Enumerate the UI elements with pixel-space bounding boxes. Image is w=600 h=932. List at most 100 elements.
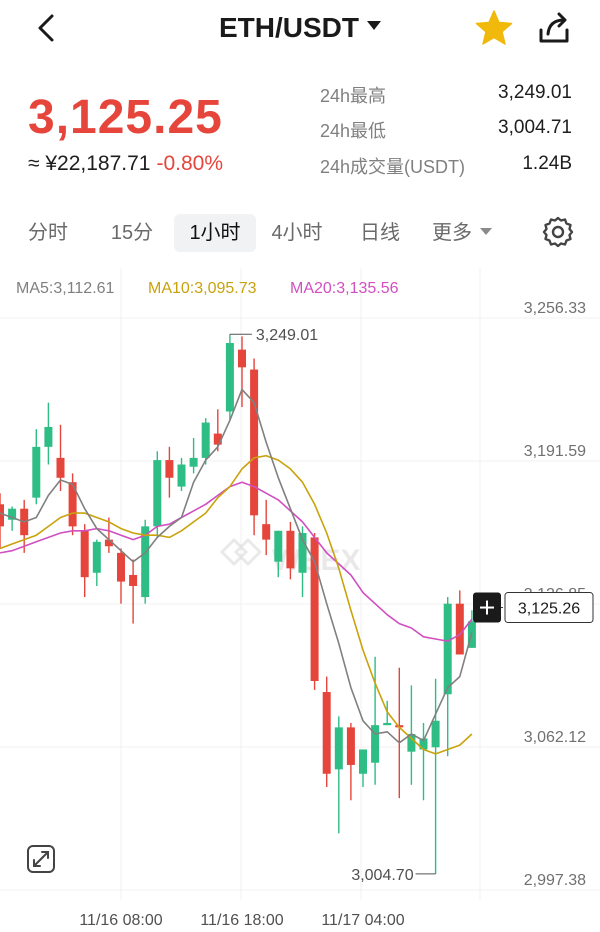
- tab-4h[interactable]: 4小时: [271, 222, 323, 244]
- candle: [431, 678, 440, 874]
- current-price-box: [504, 592, 594, 624]
- candle: [0, 493, 4, 549]
- candle: [80, 524, 89, 598]
- gear-icon[interactable]: [540, 214, 576, 250]
- plus-icon[interactable]: [473, 592, 501, 623]
- candle: [322, 676, 331, 788]
- candlestick-chart[interactable]: MA5:3,112.61 MA10:3,095.73 MA20:3,135.56…: [0, 268, 600, 932]
- price-subrow: ≈ ¥22,187.71 -0.80%: [28, 152, 223, 176]
- candle-body: [359, 749, 367, 774]
- stat-value-high: 3,249.01: [498, 82, 572, 103]
- tab-more[interactable]: 更多: [422, 214, 502, 252]
- candle: [153, 451, 162, 538]
- candle: [8, 506, 17, 531]
- extreme-markers: 3,249.01 3,004.70: [229, 327, 436, 884]
- candle: [443, 597, 452, 757]
- candle-body: [250, 369, 259, 516]
- stat-value-volume: 1.24B: [522, 153, 572, 174]
- tab-daily[interactable]: 日线: [360, 222, 400, 244]
- candle: [262, 499, 271, 556]
- candle: [189, 438, 198, 474]
- candle-body: [92, 541, 101, 573]
- candle-body: [201, 422, 210, 458]
- share-icon[interactable]: [534, 8, 574, 48]
- x-axis: 11/16 08:00 11/16 18:00 11/17 04:00: [79, 912, 404, 929]
- low-marker-label: 3,004.70: [351, 867, 413, 884]
- price-change: -0.80%: [156, 152, 224, 175]
- x-tick-label: 11/17 04:00: [321, 912, 404, 929]
- candle: [286, 521, 295, 580]
- caret-down-icon: [480, 228, 492, 236]
- current-price-label: 3,125.26: [518, 601, 580, 618]
- candle: [92, 539, 101, 587]
- candle-body: [431, 720, 440, 748]
- candle-body: [371, 725, 380, 763]
- candle: [407, 685, 416, 785]
- y-tick-label: 2,997.38: [524, 872, 586, 889]
- pair-selector[interactable]: ETH/USDT: [0, 12, 600, 44]
- back-chevron-icon[interactable]: [30, 10, 66, 46]
- candle-body: [44, 426, 53, 447]
- ma5-legend: MA5:3,112.61: [16, 280, 115, 297]
- candle-body: [153, 460, 162, 527]
- candle-body: [286, 530, 295, 569]
- pair-title: ETH/USDT: [219, 12, 359, 43]
- candle: [32, 429, 41, 505]
- candle: [165, 446, 174, 498]
- stat-label-high: 24h最高: [320, 86, 387, 106]
- x-tick-label: 11/16 08:00: [79, 912, 162, 929]
- candle-body: [310, 537, 319, 681]
- candle: [177, 457, 186, 492]
- candle: [44, 402, 53, 465]
- current-price-line: 3,125.26: [473, 592, 594, 624]
- chart-grid: [0, 268, 600, 900]
- ma-lines: [0, 388, 473, 755]
- candle: [213, 409, 222, 452]
- ma20-legend: MA20:3,135.56: [290, 280, 399, 297]
- candle: [117, 548, 125, 604]
- candle-body: [177, 464, 186, 487]
- candle: [274, 530, 283, 578]
- candle-body: [213, 433, 222, 445]
- candle: [298, 526, 307, 598]
- last-price: 3,125.25: [28, 91, 223, 144]
- candle: [225, 334, 234, 421]
- candle-body: [189, 457, 198, 467]
- candle-body: [104, 539, 113, 547]
- candle-body: [141, 526, 150, 598]
- candle: [129, 559, 138, 624]
- timeframe-tabs: 分时 15分 1小时 4小时 日线 更多: [0, 206, 600, 262]
- candle-body: [455, 603, 464, 655]
- ma10-line: [0, 454, 473, 755]
- top-bar: ETH/USDT: [0, 0, 600, 62]
- tab-more-label: 更多: [432, 222, 472, 244]
- candle: [395, 667, 404, 799]
- candle: [455, 590, 464, 655]
- candle-body: [129, 574, 138, 587]
- caret-down-icon: [367, 21, 381, 31]
- candle: [419, 722, 428, 801]
- candle-body: [298, 532, 307, 573]
- candle-body: [8, 508, 17, 520]
- stat-label-volume: 24h成交量(USDT): [320, 157, 466, 177]
- candle-body: [322, 692, 331, 774]
- candle-body: [238, 349, 246, 368]
- cny-value: ≈ ¥22,187.71: [28, 152, 151, 175]
- candle-body: [117, 552, 125, 582]
- star-icon[interactable]: [474, 8, 514, 48]
- stat-value-low: 3,004.71: [498, 117, 572, 138]
- candle-body: [346, 727, 355, 765]
- candle-body: [165, 460, 174, 478]
- candle: [238, 336, 246, 408]
- candles: [0, 334, 476, 874]
- candle: [334, 716, 343, 834]
- y-tick-label: 3,256.33: [524, 300, 586, 317]
- expand-icon[interactable]: [27, 845, 55, 873]
- candle: [104, 517, 113, 553]
- tab-1h[interactable]: 1小时: [174, 214, 256, 252]
- tab-15m[interactable]: 15分: [110, 222, 154, 244]
- ma10-legend: MA10:3,095.73: [148, 280, 257, 297]
- ma-legend: MA5:3,112.61 MA10:3,095.73 MA20:3,135.56: [16, 280, 399, 297]
- candle-body: [274, 530, 283, 562]
- tab-timeline[interactable]: 分时: [28, 222, 68, 244]
